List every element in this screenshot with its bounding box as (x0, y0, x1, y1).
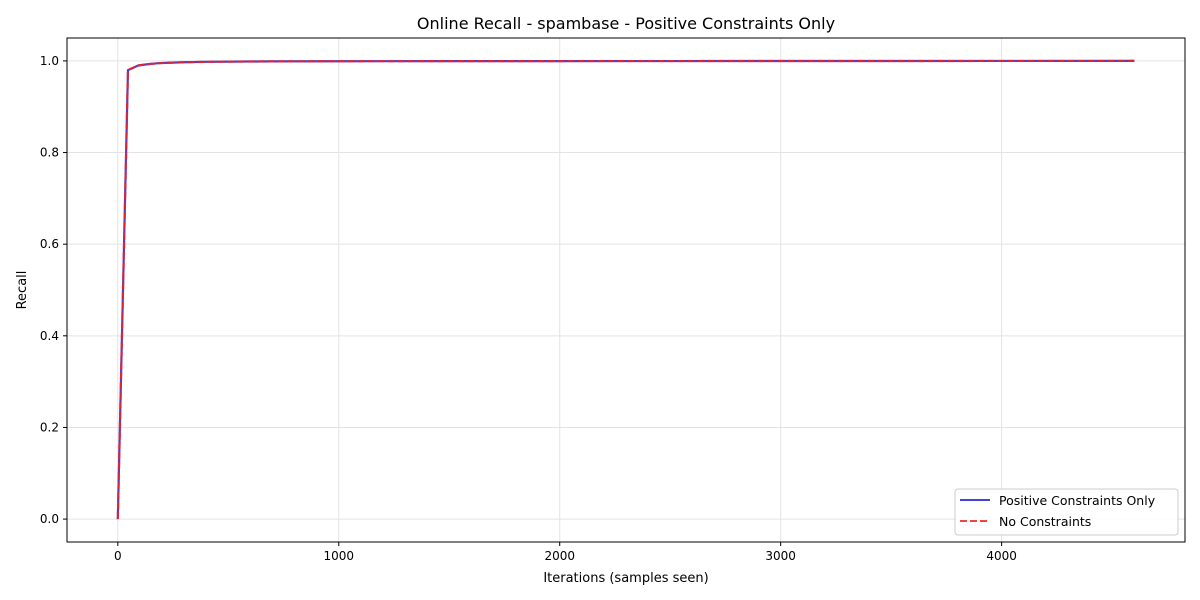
x-tick-label: 3000 (765, 549, 796, 563)
x-tick-label: 4000 (986, 549, 1017, 563)
x-tick-label: 0 (114, 549, 122, 563)
series-line-no-constraints (116, 59, 1135, 520)
legend-label-no-constraints: No Constraints (999, 514, 1091, 529)
legend-label-positive-constraints: Positive Constraints Only (999, 493, 1156, 508)
series-line-positive-constraints (116, 59, 1135, 520)
x-tick-label: 2000 (544, 549, 575, 563)
y-tick-label: 0.4 (40, 329, 59, 343)
legend: Positive Constraints Only No Constraints (954, 488, 1179, 536)
y-tick-label: 0.0 (40, 512, 59, 526)
y-tick-label: 1.0 (40, 54, 59, 68)
x-axis-label: Iterations (samples seen) (543, 571, 708, 586)
grid (67, 38, 1185, 542)
y-axis-label: Recall (15, 271, 30, 310)
chart-title: Online Recall - spambase - Positive Cons… (417, 14, 835, 33)
y-tick-label: 0.8 (40, 146, 59, 160)
x-tick-label: 1000 (323, 549, 354, 563)
y-tick-label: 0.2 (40, 420, 59, 434)
axis-ticks: 0 1000 2000 3000 4000 0.0 0.2 0.4 0.6 0.8 1.0 (40, 54, 1017, 563)
y-tick-label: 0.6 (40, 237, 59, 251)
series-lines (116, 59, 1135, 520)
legend-box (954, 488, 1179, 536)
plot-frame (66, 37, 1186, 543)
